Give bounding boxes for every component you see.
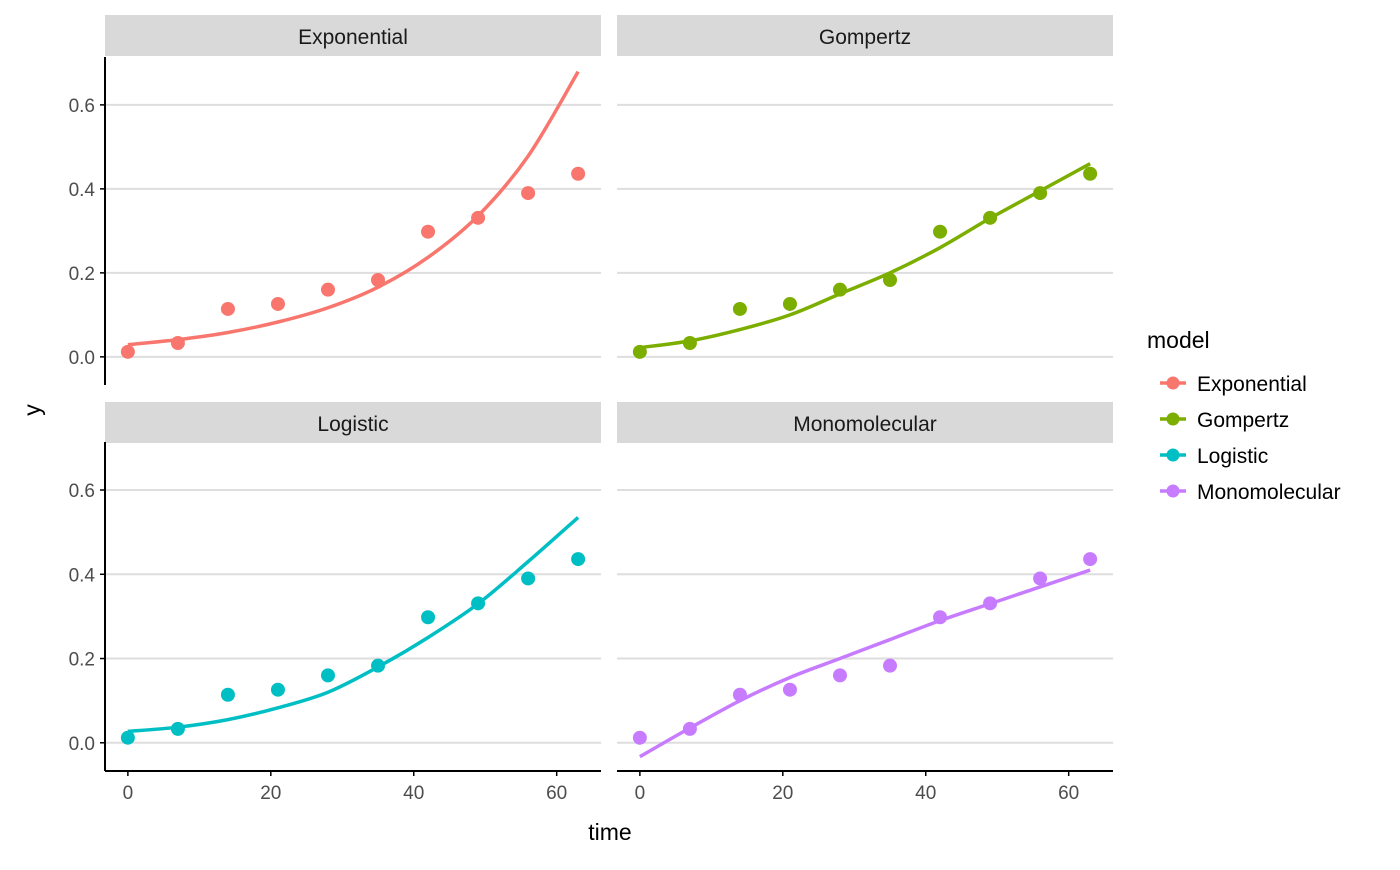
legend-label: Exponential: [1197, 373, 1307, 396]
facet-strip-label: Gompertz: [819, 26, 911, 49]
data-point: [220, 687, 235, 702]
fitted-line-exponential: [127, 70, 580, 347]
data-point: [732, 687, 747, 702]
data-point: [521, 186, 536, 201]
facet-strip: [105, 15, 601, 56]
data-point: [471, 210, 486, 225]
data-point: [320, 282, 335, 297]
data-point: [421, 224, 436, 239]
legend-key-point: [1166, 412, 1180, 426]
facet-strip: [105, 402, 601, 443]
data-point: [421, 610, 436, 625]
y-tick-label: 0.0: [69, 348, 95, 369]
data-point: [371, 273, 386, 288]
y-tick-label: 0.6: [69, 96, 95, 117]
data-point: [320, 668, 335, 683]
data-point: [471, 596, 486, 611]
y-tick-label: 0.4: [69, 180, 96, 201]
data-point: [371, 658, 386, 673]
facet-strip-label: Monomolecular: [793, 413, 937, 436]
legend-item-monomolecular: Monomolecular: [1160, 481, 1341, 504]
x-tick-label: 40: [915, 783, 936, 804]
data-point: [1083, 552, 1098, 567]
legend-label: Logistic: [1197, 445, 1268, 468]
data-point: [983, 210, 998, 225]
data-point: [220, 301, 235, 316]
data-point: [782, 682, 797, 697]
data-point: [832, 282, 847, 297]
y-tick-label: 0.0: [69, 734, 95, 755]
x-tick-label: 0: [635, 783, 646, 804]
data-point: [120, 730, 135, 745]
legend-title: model: [1147, 327, 1210, 353]
y-tick-label: 0.2: [69, 650, 95, 671]
data-point: [521, 571, 536, 586]
data-point: [120, 344, 135, 359]
x-tick-label: 60: [546, 783, 567, 804]
legend-key-point: [1166, 376, 1180, 390]
y-axis-title: y: [19, 404, 45, 416]
x-axis-title: time: [588, 819, 631, 845]
fitted-line-monomolecular: [639, 568, 1091, 759]
facet-panel-exponential: Exponential 0.0 0.2 0.4 0.6: [69, 15, 601, 385]
legend-item-gompertz: Gompertz: [1160, 409, 1289, 432]
facet-strip: [617, 402, 1113, 443]
y-tick-label: 0.4: [69, 565, 96, 586]
facet-strip: [617, 15, 1113, 56]
data-point: [933, 224, 948, 239]
facet-strip-label: Logistic: [317, 413, 388, 436]
legend-label: Monomolecular: [1197, 481, 1341, 504]
data-point: [571, 166, 586, 181]
facet-panel-logistic: Logistic 0.0 0.2 0.4 0.6 0 20 40 60: [69, 402, 601, 804]
data-point: [883, 273, 898, 288]
x-tick-label: 40: [403, 783, 424, 804]
data-point: [632, 730, 647, 745]
y-tick-label: 0.6: [69, 481, 95, 502]
facet-panel-gompertz: Gompertz: [617, 15, 1113, 359]
data-point: [571, 552, 586, 567]
data-point: [682, 721, 697, 736]
data-point: [170, 336, 185, 351]
legend-item-exponential: Exponential: [1160, 373, 1307, 396]
fitted-line-gompertz: [639, 162, 1091, 350]
data-point: [1083, 166, 1098, 181]
x-tick-label: 60: [1058, 783, 1079, 804]
data-point: [1033, 186, 1048, 201]
data-point: [832, 668, 847, 683]
legend-key-point: [1166, 484, 1180, 498]
data-point: [933, 610, 948, 625]
data-point: [782, 296, 797, 311]
data-point: [170, 721, 185, 736]
legend-item-logistic: Logistic: [1160, 445, 1268, 468]
legend-label: Gompertz: [1197, 409, 1289, 432]
data-point: [732, 301, 747, 316]
data-point: [270, 296, 285, 311]
x-tick-label: 20: [260, 783, 281, 804]
x-tick-label: 20: [772, 783, 793, 804]
legend-key-point: [1166, 448, 1180, 462]
x-tick-label: 0: [123, 783, 134, 804]
data-point: [1033, 571, 1048, 586]
data-point: [983, 596, 998, 611]
fitted-line-logistic: [127, 516, 580, 734]
facet-strip-label: Exponential: [298, 26, 408, 49]
facet-panel-monomolecular: Monomolecular 0 20 40 60: [617, 402, 1113, 804]
data-point: [883, 658, 898, 673]
data-point: [682, 336, 697, 351]
data-point: [632, 344, 647, 359]
y-tick-label: 0.2: [69, 264, 95, 285]
data-point: [270, 682, 285, 697]
